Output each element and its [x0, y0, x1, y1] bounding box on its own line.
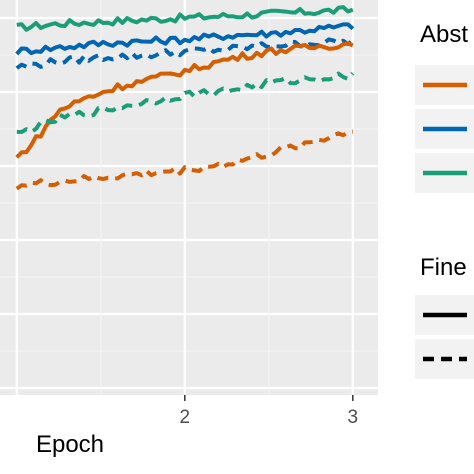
legend-title: Abst — [420, 21, 468, 48]
series-line — [16, 5, 354, 32]
series-group — [15, 5, 355, 191]
series-line — [15, 22, 355, 56]
legend-title: Fine — [420, 254, 467, 281]
x-tick-label: 2 — [180, 407, 191, 428]
series-line — [15, 37, 355, 70]
legends: Abst Fine — [415, 21, 474, 379]
x-tick-label: 3 — [348, 407, 359, 428]
plot-panel — [0, 0, 378, 395]
series-line — [15, 129, 354, 191]
x-axis-title: Epoch — [36, 431, 104, 458]
series-line — [15, 41, 354, 159]
series-line — [16, 71, 355, 134]
